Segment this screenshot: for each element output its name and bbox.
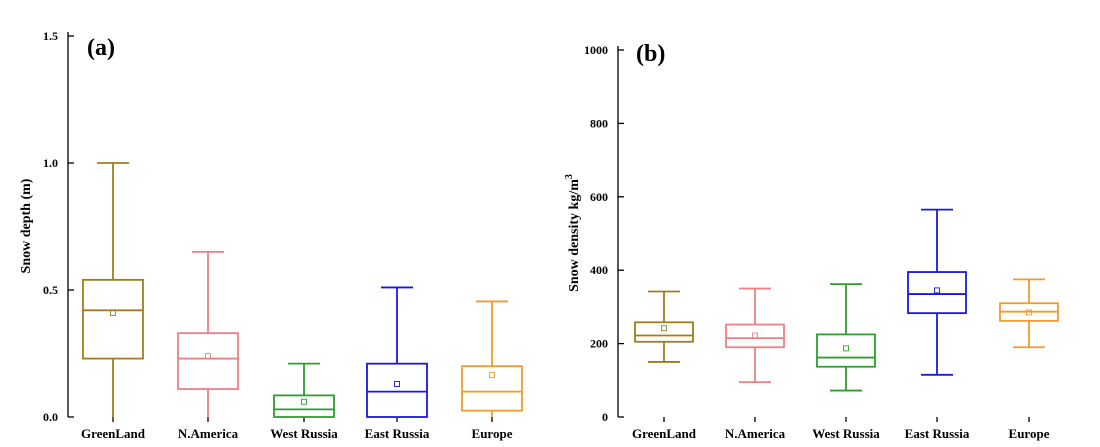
mean-marker (394, 381, 400, 387)
mean-marker (843, 345, 849, 352)
y-tick-label: 0.0 (43, 410, 58, 424)
mean-marker (934, 287, 940, 294)
mean-marker (205, 353, 211, 359)
x-category-label: West Russia (270, 426, 338, 441)
x-category-label: N.America (178, 426, 239, 441)
y-axis-title-text: Snow density kg/m (567, 179, 582, 292)
box-west-russia (816, 283, 876, 392)
panel-b-snow-density: 0 200 400 600 800 1000 Snow density kg/m3 (b) Gr… (564, 41, 1059, 441)
x-category-label: N.America (725, 426, 786, 441)
iqr-box (366, 362, 428, 418)
y-tick-label: 0.5 (43, 283, 58, 297)
box-greenland (634, 290, 694, 363)
box-europe (461, 300, 523, 417)
box-n-america (177, 250, 239, 417)
y-tick-label: 400 (590, 263, 608, 277)
panel-label: (a) (87, 35, 115, 61)
iqr-box (82, 278, 144, 360)
iqr-box (461, 365, 523, 412)
mean-marker (752, 332, 758, 339)
x-category-label: East Russia (365, 426, 430, 441)
panel-label: (b) (636, 41, 665, 67)
iqr-box (725, 323, 785, 349)
y-tick-label: 600 (590, 190, 608, 204)
iqr-box (634, 321, 694, 343)
y-axis-title-text: Snow depth (m) (19, 178, 34, 273)
iqr-box (907, 271, 967, 315)
box-europe (999, 278, 1059, 349)
mean-marker (301, 398, 307, 405)
box-west-russia (273, 362, 335, 418)
x-category-label: West Russia (812, 426, 880, 441)
box-east-russia (366, 286, 428, 418)
y-tick-label: 1.5 (43, 29, 58, 43)
x-category-label: GreenLand (632, 426, 697, 441)
x-category-label: GreenLand (81, 426, 146, 441)
y-tick-label: 1000 (584, 43, 608, 57)
x-category-label: Europe (472, 426, 513, 441)
y-tick-label: 200 (590, 337, 608, 351)
y-tick-label: 0 (602, 410, 608, 424)
x-category-label: Europe (1009, 426, 1050, 441)
mean-marker (489, 372, 495, 379)
box-n-america (725, 287, 785, 384)
y-axis-title-superscript: 3 (564, 174, 575, 179)
mean-marker (661, 325, 667, 332)
y-axis-title: Snow depth (m) (19, 178, 34, 273)
panel-a-snow-depth: 0.0 0.5 1.0 1.5 Snow depth (m) (a) GreenLand N.… (19, 29, 523, 441)
x-category-label: East Russia (905, 426, 970, 441)
iqr-box (177, 332, 239, 390)
mean-marker (1026, 309, 1032, 316)
iqr-box (273, 394, 335, 418)
mean-marker (110, 309, 116, 316)
iqr-box (816, 333, 876, 368)
box-greenland (82, 162, 144, 417)
y-tick-label: 1.0 (43, 156, 58, 170)
box-east-russia (907, 208, 967, 376)
y-axis-title: Snow density kg/m3 (564, 174, 582, 292)
y-tick-label: 800 (590, 116, 608, 130)
